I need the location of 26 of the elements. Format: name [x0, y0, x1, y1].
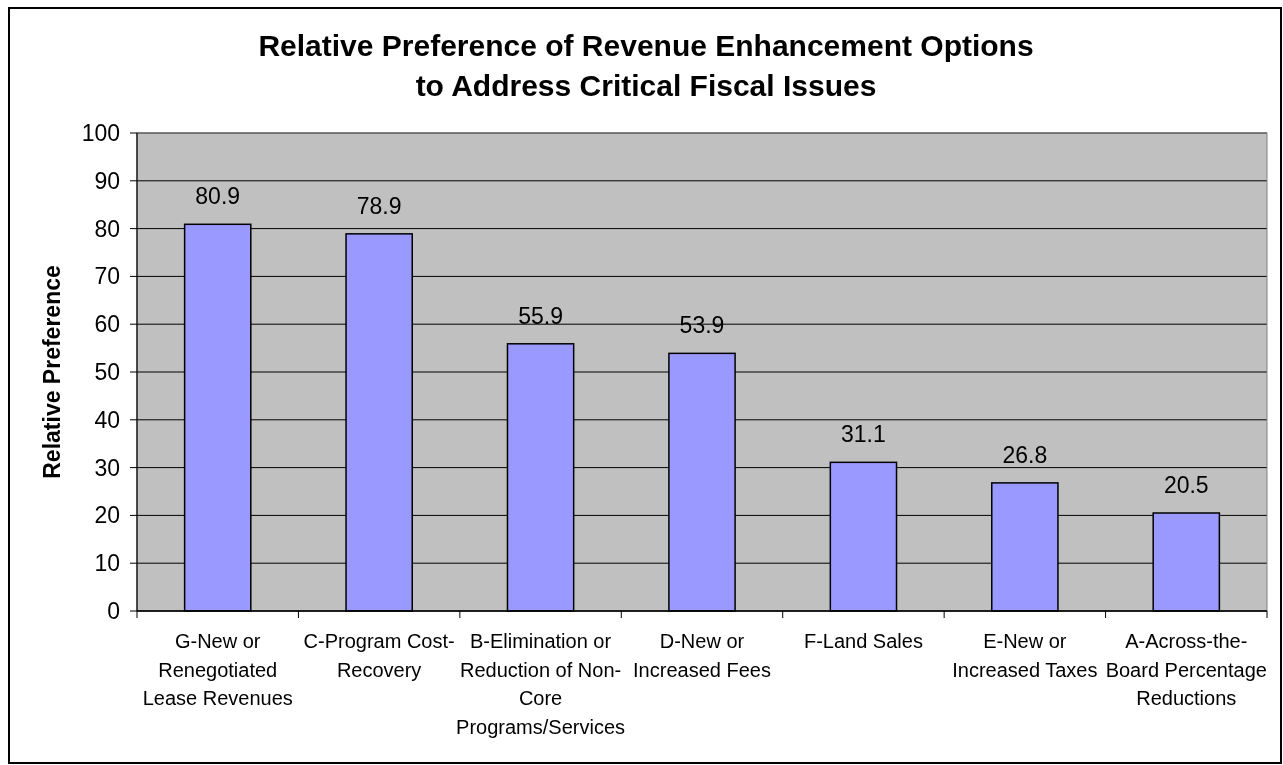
x-tick-label: A-Across-the-Board Percentage Reductions — [1105, 630, 1267, 709]
y-tick-label: 0 — [107, 598, 120, 625]
y-axis-title: Relative Preference — [39, 265, 66, 479]
data-label: 26.8 — [1002, 441, 1048, 468]
y-tick-label: 40 — [94, 406, 120, 433]
y-tick-label: 30 — [94, 454, 120, 481]
data-label: 80.9 — [195, 183, 241, 210]
y-tick-label: 10 — [94, 550, 120, 577]
y-tick-label: 20 — [94, 502, 120, 529]
x-tick-label: C-Program Cost-Recovery — [303, 630, 455, 681]
y-tick-label: 50 — [94, 359, 120, 386]
x-tick-label: B-Elimination or Reduction of Non-Core Programs/Services — [456, 630, 626, 738]
data-label: 20.5 — [1163, 472, 1209, 499]
y-tick-label: 100 — [81, 120, 120, 147]
x-tick-label: D-New or Increased Fees — [633, 630, 771, 681]
x-tick-label: G-New or Renegotiated Lease Revenues — [142, 630, 293, 709]
y-tick-label: 70 — [94, 263, 120, 290]
x-tick-label: E-New or Increased Taxes — [952, 630, 1098, 681]
y-tick-label: 60 — [94, 311, 120, 338]
data-label: 31.1 — [841, 421, 886, 448]
y-tick-label: 90 — [94, 167, 120, 194]
x-tick-label: F-Land Sales — [803, 630, 923, 652]
data-label: 78.9 — [356, 192, 402, 219]
chart-title: Relative Preference of Revenue Enhancement Options to Address Critical Fiscal Issues — [258, 29, 1034, 102]
y-tick-label: 80 — [94, 215, 120, 242]
data-label: 55.9 — [518, 302, 563, 329]
